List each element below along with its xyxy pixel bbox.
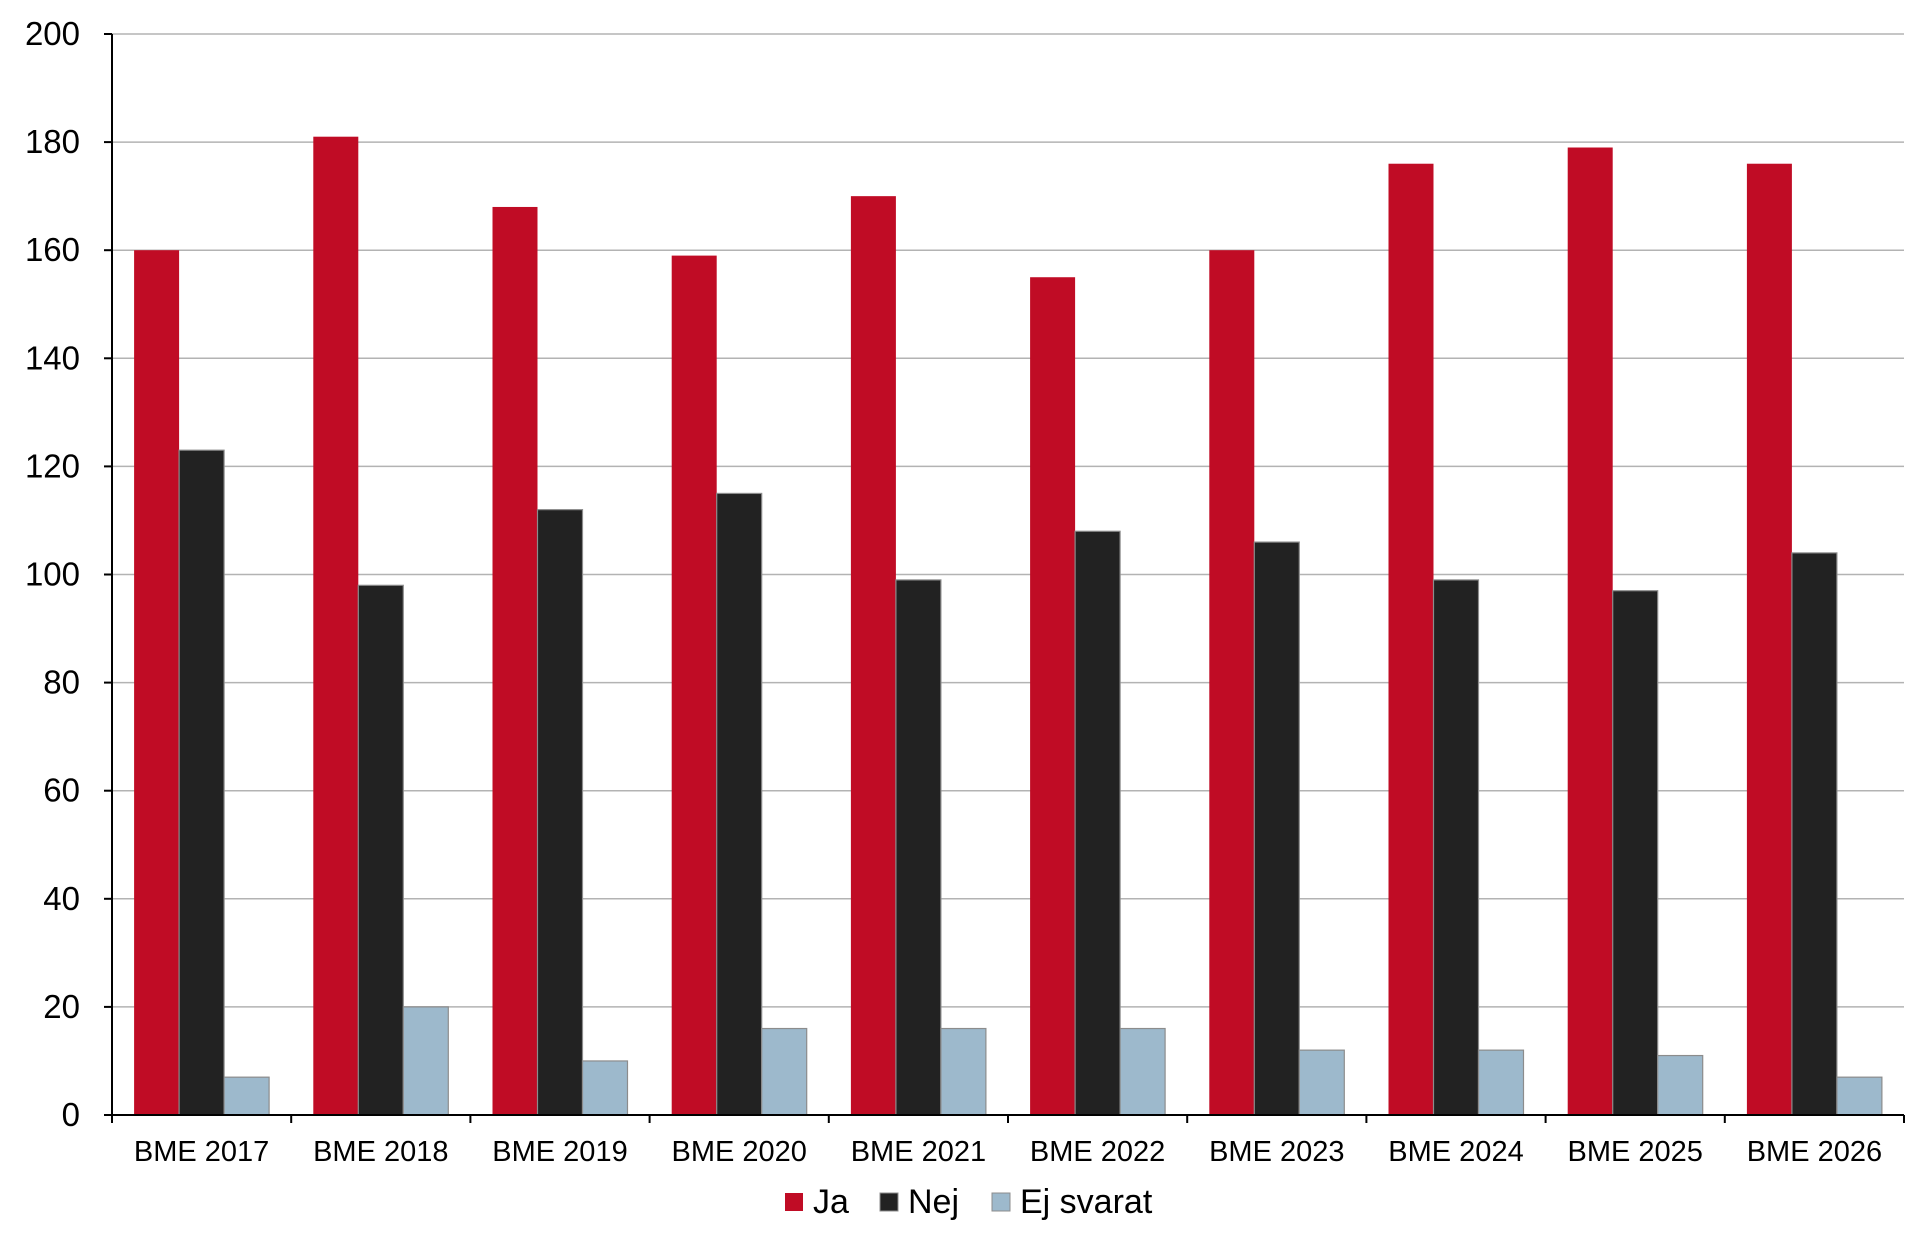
bar-ej-svarat [223, 1076, 270, 1116]
bar-nej [1253, 541, 1300, 1116]
bar-ej-svarat [1477, 1049, 1525, 1116]
x-tick-label: BME 2022 [1030, 1136, 1165, 1168]
legend: Ja Nej Ej svarat [785, 1183, 1153, 1221]
x-tick-label: BME 2017 [134, 1136, 269, 1168]
bar-ej-svarat [1836, 1076, 1883, 1116]
bar-nej [716, 492, 763, 1116]
y-tick-label: 120 [25, 447, 80, 484]
legend-label-ja: Ja [813, 1183, 849, 1221]
x-tick-label: BME 2018 [313, 1136, 448, 1168]
x-tick-label: BME 2025 [1567, 1136, 1702, 1168]
y-tick-label: 140 [25, 339, 80, 376]
y-tick-label: 80 [43, 664, 80, 701]
bar-ja [313, 136, 359, 1115]
bar-ja [134, 250, 180, 1115]
y-axis-ticks: 0 20 40 60 80 100 120 140 160 180 200 [25, 15, 112, 1133]
bar-ej-svarat [402, 1006, 449, 1116]
x-tick-label: BME 2023 [1209, 1136, 1344, 1168]
bar-ja [1209, 250, 1255, 1115]
x-tick-label: BME 2026 [1747, 1136, 1882, 1168]
y-tick-label: 200 [25, 15, 80, 52]
legend-swatch-ej-svarat [991, 1192, 1011, 1212]
bar-nej [895, 579, 942, 1116]
bar-ej-svarat [1298, 1049, 1345, 1116]
x-tick-label: BME 2020 [671, 1136, 806, 1168]
bar-ja [671, 255, 717, 1116]
bars [134, 136, 1883, 1116]
y-tick-label: 180 [25, 123, 80, 160]
bar-nej [536, 509, 584, 1116]
y-tick-label: 40 [43, 880, 80, 917]
legend-swatch-nej [879, 1192, 899, 1212]
bar-nej [357, 584, 404, 1116]
bar-nej [1074, 530, 1121, 1116]
bar-ej-svarat [1119, 1027, 1166, 1116]
y-tick-label: 60 [43, 772, 80, 809]
gridlines [112, 33, 1904, 1008]
legend-label-ej-svarat: Ej svarat [1020, 1183, 1153, 1221]
bar-ej-svarat [581, 1060, 629, 1116]
y-tick-label: 160 [25, 231, 80, 268]
bar-ja [1030, 277, 1076, 1116]
x-tick-label: BME 2021 [851, 1136, 986, 1168]
x-tick-label: BME 2019 [492, 1136, 627, 1168]
bar-ej-svarat [1657, 1054, 1704, 1116]
bar-ej-svarat [761, 1027, 808, 1116]
legend-label-nej: Nej [908, 1183, 959, 1221]
bar-ja [1567, 147, 1613, 1115]
bar-nej [1612, 590, 1659, 1116]
x-tick-label: BME 2024 [1388, 1136, 1523, 1168]
y-tick-label: 100 [25, 556, 80, 593]
y-tick-label: 20 [43, 988, 80, 1025]
bar-ja [1388, 163, 1434, 1116]
bar-ej-svarat [940, 1027, 987, 1116]
bar-nej [1791, 552, 1838, 1116]
x-axis-ticks: BME 2017 BME 2018 BME 2019 BME 2020 BME 2021… [111, 1115, 1905, 1168]
legend-swatch-ja [785, 1193, 803, 1211]
bar-ja [492, 206, 538, 1115]
bar-nej [178, 449, 225, 1116]
bar-ja [850, 196, 896, 1115]
bar-nej [1432, 579, 1480, 1116]
bar-ja [1746, 163, 1792, 1116]
y-tick-label: 0 [62, 1096, 80, 1133]
